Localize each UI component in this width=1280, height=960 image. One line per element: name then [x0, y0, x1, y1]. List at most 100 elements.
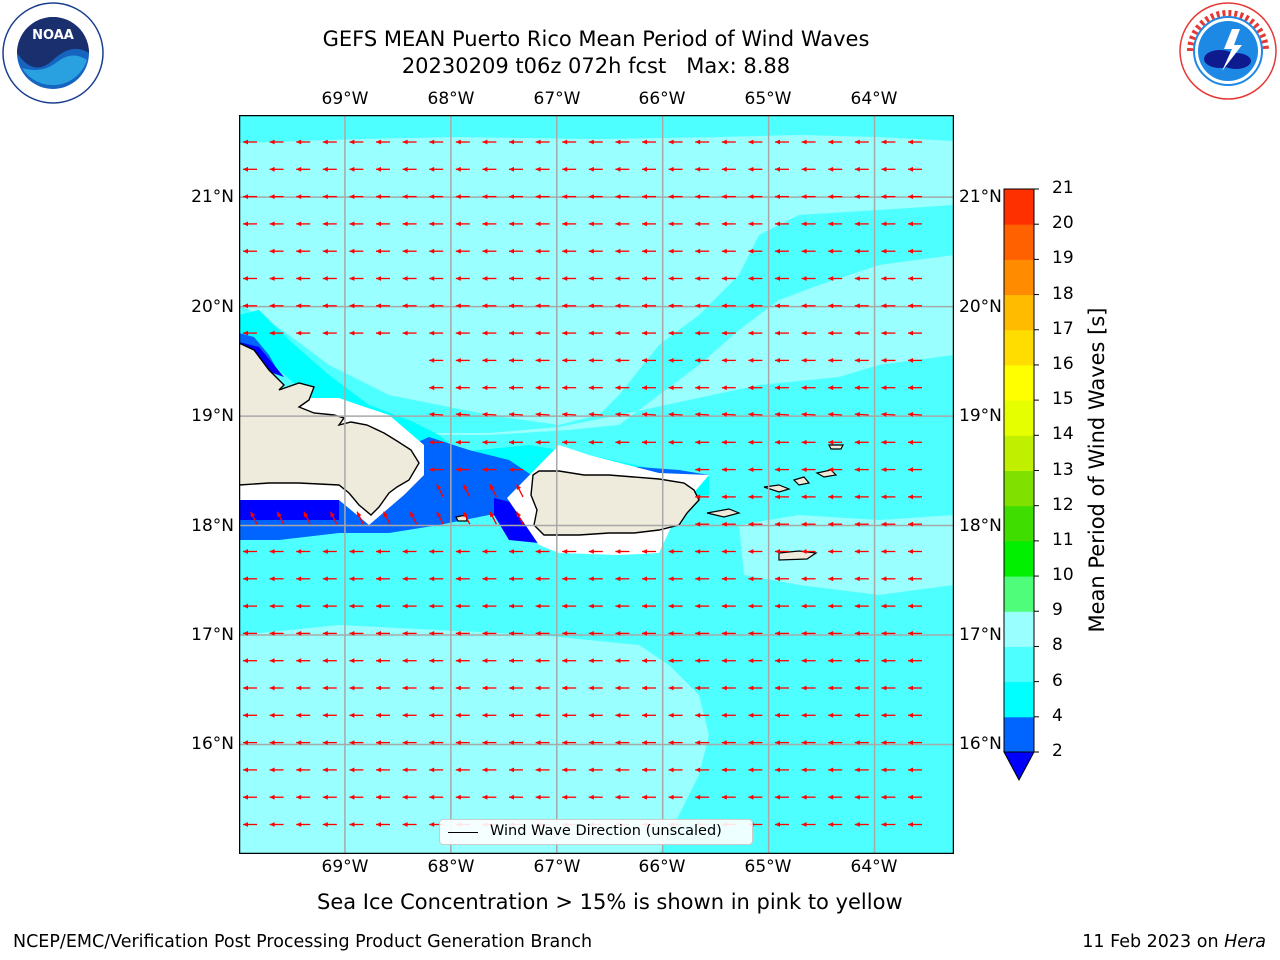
wind-arrow-head — [429, 248, 435, 254]
wind-arrow-head — [721, 385, 727, 391]
wind-arrow-head — [854, 767, 860, 773]
wind-arrow-head — [296, 685, 302, 691]
wind-arrow-head — [721, 439, 727, 445]
wind-arrow-head — [482, 303, 488, 309]
wind-arrow-head — [642, 794, 647, 800]
wind-arrow-head — [562, 330, 568, 336]
wind-arrow-head — [642, 685, 647, 691]
wind-arrow-head — [881, 685, 887, 691]
wind-arrow-head — [668, 194, 674, 199]
wind-arrow-head — [828, 794, 834, 800]
wind-arrow-head — [775, 221, 780, 227]
wind-arrow-head — [881, 603, 887, 609]
wind-arrow-head — [349, 794, 355, 800]
wind-arrow-head — [881, 658, 887, 664]
wind-arrow-head — [269, 194, 275, 199]
wind-arrow-head — [429, 740, 435, 745]
wind-arrow-head — [455, 631, 461, 636]
wind-arrow-head — [349, 576, 355, 582]
wind-arrow-head — [854, 276, 860, 281]
colorbar-segment — [1004, 646, 1034, 683]
wind-arrow-head — [482, 631, 488, 636]
wind-arrow-head — [482, 412, 488, 417]
wind-arrow-head — [402, 276, 408, 281]
wind-arrow-head — [482, 685, 488, 691]
wind-arrow-head — [908, 521, 913, 527]
land-culebra-vieques — [706, 508, 741, 518]
colorbar-tick-label: 15 — [1052, 389, 1074, 410]
wind-arrow-head — [482, 439, 488, 445]
wind-arrow-head — [296, 658, 302, 664]
wind-arrow-head — [615, 330, 621, 336]
wind-arrow-head — [482, 658, 488, 664]
wind-arrow-head — [269, 330, 275, 336]
wind-arrow-head — [455, 467, 461, 472]
wind-arrow-head — [463, 511, 468, 518]
wind-arrow-head — [748, 248, 754, 254]
wind-arrow-head — [482, 194, 488, 199]
wind-arrow-head — [243, 685, 248, 691]
wind-arrow-head — [296, 794, 302, 800]
wind-arrow-head — [455, 439, 461, 445]
wind-arrow-head — [801, 631, 807, 636]
wind-arrow-head — [854, 740, 860, 745]
wind-arrow-head — [376, 303, 381, 309]
wind-arrow-head — [908, 139, 913, 145]
lon-label-bottom: 69°W — [321, 857, 369, 877]
wind-arrow-head — [455, 767, 461, 773]
wind-arrow-head — [410, 511, 415, 518]
wind-arrow-head — [296, 631, 302, 636]
wind-arrow-head — [535, 767, 541, 773]
wind-arrow-head — [642, 385, 647, 391]
wind-arrow-head — [243, 194, 248, 199]
wind-arrow-head — [269, 221, 275, 227]
wind-arrow-head — [402, 303, 408, 309]
lon-label-top: 65°W — [744, 89, 792, 109]
wind-arrow-head — [775, 439, 780, 445]
wind-arrow-head — [277, 511, 282, 518]
wind-arrow-head — [615, 794, 621, 800]
wind-arrow-head — [349, 658, 355, 664]
wind-arrow-head — [482, 740, 488, 745]
wind-arrow-head — [535, 685, 541, 691]
wind-arrow-head — [349, 248, 355, 254]
wind-arrow-head — [615, 685, 621, 691]
wind-arrow-head — [775, 385, 780, 391]
wind-arrow-head — [296, 712, 302, 718]
map-border — [238, 114, 955, 855]
footer-machine: Hera — [1224, 932, 1266, 952]
wind-arrow-head — [801, 576, 807, 582]
wind-arrow-head — [854, 358, 860, 363]
wind-arrow-head — [721, 221, 727, 227]
wind-arrow-head — [801, 276, 807, 281]
wind-arrow-head — [402, 221, 408, 227]
wind-arrow-head — [322, 194, 328, 199]
wind-arrow-head — [721, 248, 727, 254]
wind-arrow-head — [775, 576, 780, 582]
wind-arrow-head — [721, 712, 727, 718]
wind-arrow-head — [455, 603, 461, 609]
lat-label-left: 17°N — [191, 625, 234, 645]
wind-arrow-head — [908, 330, 913, 336]
wind-arrow-head — [615, 767, 621, 773]
wind-arrow-head — [801, 740, 807, 745]
wind-arrow-head — [695, 139, 701, 145]
wind-arrow-head — [490, 484, 495, 490]
wind-arrow-head — [322, 794, 328, 800]
wind-arrow-head — [588, 767, 594, 773]
wind-arrow-head — [243, 166, 248, 172]
wind-arrow-head — [854, 166, 860, 172]
wind-arrow-head — [429, 303, 435, 309]
wind-arrow-head — [562, 549, 568, 554]
wind-arrow-head — [854, 139, 860, 145]
colorbar-segment — [1004, 681, 1034, 718]
wind-arrow-head — [322, 822, 328, 827]
wind-arrow-head — [828, 685, 834, 691]
national-weather-service-logo — [1179, 2, 1277, 100]
wind-arrow-head — [562, 166, 568, 172]
colorbar-tick-label: 13 — [1052, 459, 1074, 480]
wind-arrow-head — [402, 631, 408, 636]
wind-arrow-head — [296, 576, 302, 582]
wind-arrow-head — [535, 276, 541, 281]
wind-arrow-head — [269, 576, 275, 582]
